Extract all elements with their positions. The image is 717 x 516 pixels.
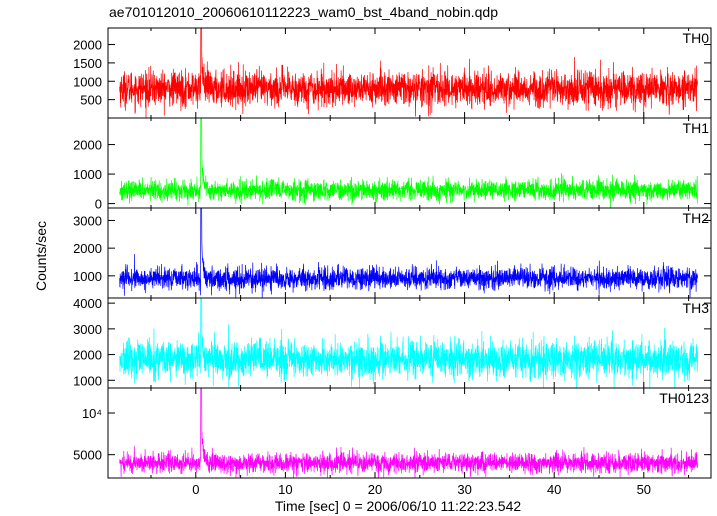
x-axis-label: Time [sec] 0 = 2006/06/10 11:22:23.542 bbox=[275, 498, 522, 514]
y-tick-label: 4000 bbox=[73, 296, 102, 311]
y-tick-label: 5000 bbox=[73, 448, 102, 463]
panel-th1: 0 1000 2000 TH1 bbox=[73, 117, 712, 212]
y-tick-label: 500 bbox=[80, 93, 102, 108]
x-tick-label: 50 bbox=[637, 482, 651, 497]
y-tick-label: 10⁴ bbox=[82, 406, 102, 421]
light-curve-th0 bbox=[119, 28, 698, 118]
y-tick-label: 2000 bbox=[73, 138, 102, 153]
y-tick-label: 1000 bbox=[73, 167, 102, 182]
panel-th0: 500 1000 1500 2000 TH0 bbox=[73, 27, 712, 119]
panel-label: TH0123 bbox=[659, 390, 709, 406]
panel-frame bbox=[107, 387, 712, 479]
y-tick-label: 1500 bbox=[73, 56, 102, 71]
x-tick-label: 0 bbox=[192, 482, 199, 497]
x-tick-label: 40 bbox=[547, 482, 561, 497]
panel-th0123: 5000 10⁴ TH0123 bbox=[73, 387, 712, 479]
y-tick-label: 3000 bbox=[73, 322, 102, 337]
y-tick-label: 3000 bbox=[73, 213, 102, 228]
panel-label: TH1 bbox=[683, 120, 710, 136]
y-tick-label: 0 bbox=[95, 197, 102, 212]
panel-label: TH2 bbox=[683, 210, 710, 226]
panel-label: TH3 bbox=[683, 300, 710, 316]
light-curve-th3 bbox=[119, 298, 698, 388]
y-tick-label: 2000 bbox=[73, 38, 102, 53]
y-tick-label: 1000 bbox=[73, 269, 102, 284]
x-tick-label: 30 bbox=[457, 482, 471, 497]
light-curve-th0123 bbox=[119, 388, 698, 478]
y-tick-label: 2000 bbox=[73, 348, 102, 363]
x-tick-label: 20 bbox=[368, 482, 382, 497]
y-tick-label: 1000 bbox=[73, 74, 102, 89]
panel-th3: 1000 2000 3000 4000 TH3 bbox=[73, 296, 712, 389]
panel-th2: 1000 2000 3000 TH2 bbox=[73, 207, 712, 299]
chart-title: ae701012010_20060610112223_wam0_bst_4ban… bbox=[109, 4, 498, 20]
panel-label: TH0 bbox=[683, 30, 710, 46]
y-tick-label: 1000 bbox=[73, 373, 102, 388]
light-curve-th1 bbox=[119, 118, 698, 208]
y-tick-label: 2000 bbox=[73, 241, 102, 256]
light-curve-th2 bbox=[119, 208, 698, 298]
x-tick-label: 10 bbox=[278, 482, 292, 497]
y-axis-label: Counts/sec bbox=[33, 221, 49, 291]
